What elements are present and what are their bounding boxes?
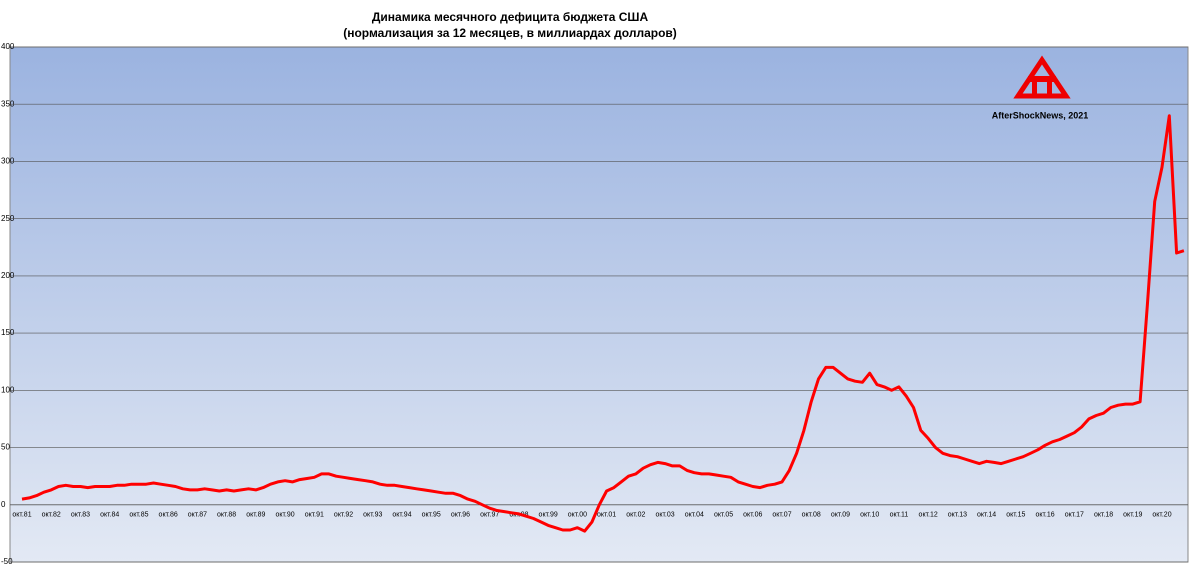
x-tick-label: окт.92 bbox=[334, 512, 353, 519]
y-tick-label: 200 bbox=[1, 271, 15, 280]
x-tick-label: окт.85 bbox=[129, 512, 148, 519]
x-tick-label: окт.06 bbox=[743, 512, 762, 519]
y-tick-label: 0 bbox=[1, 500, 6, 509]
x-tick-label: окт.01 bbox=[597, 512, 616, 519]
annotation: AfterShockNews, 2021 bbox=[992, 110, 1089, 120]
x-tick-label: окт.88 bbox=[217, 512, 236, 519]
x-tick-label: окт.83 bbox=[71, 512, 90, 519]
x-tick-label: окт.82 bbox=[42, 512, 61, 519]
x-tick-label: окт.19 bbox=[1123, 512, 1142, 519]
data-line bbox=[21, 114, 1185, 533]
x-tick-label: окт.95 bbox=[422, 512, 441, 519]
x-tick-label: окт.08 bbox=[802, 512, 821, 519]
chart-subtitle: (нормализация за 12 месяцев, в миллиарда… bbox=[343, 26, 677, 40]
x-tick-label: окт.03 bbox=[655, 512, 674, 519]
x-tick-label: окт.15 bbox=[1006, 512, 1025, 519]
x-tick-label: окт.90 bbox=[275, 512, 294, 519]
x-tick-label: окт.04 bbox=[685, 512, 704, 519]
x-tick-label: окт.10 bbox=[860, 512, 879, 519]
x-tick-label: окт.14 bbox=[977, 512, 996, 519]
x-tick-label: окт.11 bbox=[890, 512, 909, 519]
x-tick-label: окт.17 bbox=[1065, 512, 1084, 519]
x-tick-label: окт.97 bbox=[480, 512, 499, 519]
chart-title: Динамика месячного дефицита бюджета США bbox=[372, 10, 649, 24]
y-tick-label: 400 bbox=[1, 42, 15, 51]
y-tick-label: 50 bbox=[1, 443, 10, 452]
x-tick-label: окт.18 bbox=[1094, 512, 1113, 519]
x-tick-label: окт.00 bbox=[568, 512, 587, 519]
x-tick-label: окт.16 bbox=[1035, 512, 1054, 519]
x-tick-label: окт.81 bbox=[12, 512, 31, 519]
y-tick-label: 300 bbox=[1, 157, 15, 166]
y-tick-label: 100 bbox=[1, 385, 15, 394]
x-tick-label: окт.91 bbox=[305, 512, 324, 519]
y-tick-label: 250 bbox=[1, 214, 15, 223]
x-tick-label: окт.09 bbox=[831, 512, 850, 519]
x-tick-label: окт.86 bbox=[159, 512, 178, 519]
x-tick-label: окт.94 bbox=[392, 512, 411, 519]
x-tick-label: окт.99 bbox=[539, 512, 558, 519]
x-tick-label: окт.07 bbox=[772, 512, 791, 519]
x-tick-label: окт.13 bbox=[948, 512, 967, 519]
logo bbox=[1013, 55, 1071, 99]
x-tick-label: окт.12 bbox=[919, 512, 938, 519]
y-tick-label: 350 bbox=[1, 99, 15, 108]
x-tick-label: окт.05 bbox=[714, 512, 733, 519]
x-tick-label: окт.89 bbox=[246, 512, 265, 519]
y-tick-label: 150 bbox=[1, 328, 15, 337]
x-tick-label: окт.84 bbox=[100, 512, 119, 519]
plot-area bbox=[9, 46, 1189, 563]
x-tick-label: окт.87 bbox=[188, 512, 207, 519]
x-tick-label: окт.96 bbox=[451, 512, 470, 519]
x-tick-label: окт.02 bbox=[626, 512, 645, 519]
x-tick-label: окт.93 bbox=[363, 512, 382, 519]
y-tick-label: -50 bbox=[1, 557, 13, 566]
x-tick-label: окт.20 bbox=[1152, 512, 1171, 519]
